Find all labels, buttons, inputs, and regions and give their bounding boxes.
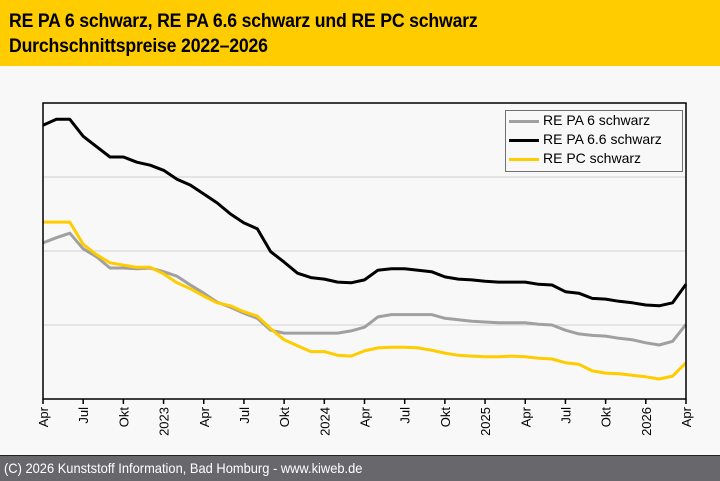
legend: RE PA 6 schwarz RE PA 6.6 schwarz RE PC …	[505, 110, 683, 172]
legend-item-pc: RE PC schwarz	[506, 150, 682, 168]
x-tick-label: Okt	[438, 407, 453, 428]
x-tick-label: Apr	[36, 406, 51, 427]
chart-subtitle: Durchschnittspreise 2022–2026	[9, 36, 268, 57]
x-tick-label: Okt	[277, 407, 292, 428]
x-tick-label: Jul	[237, 407, 252, 424]
chart-header: RE PA 6 schwarz, RE PA 6.6 schwarz und R…	[0, 0, 720, 66]
x-axis: Apr Jul Okt 2023 Apr Jul Okt 2024 Apr Jul Okt 2025 A…	[36, 399, 694, 436]
x-tick-label: Apr	[518, 406, 533, 427]
x-tick-label: Okt	[599, 407, 614, 428]
line-chart: Apr Jul Okt 2023 Apr Jul Okt 2024 Apr Jul Okt 2025 A…	[36, 102, 694, 436]
x-tick-label: Okt	[116, 407, 131, 428]
series-line-pa6	[42, 231, 688, 347]
footer: (C) 2026 Kunststoff Information, Bad Hom…	[0, 455, 720, 481]
legend-item-pa66: RE PA 6.6 schwarz	[506, 131, 682, 149]
x-tick-label: Jul	[398, 407, 413, 424]
legend-label-pa66: RE PA 6.6 schwarz	[543, 131, 662, 147]
x-tick-label: 2024	[317, 407, 332, 436]
legend-swatch-pa6	[509, 120, 539, 123]
legend-swatch-pa66	[509, 139, 539, 142]
gridlines	[43, 176, 686, 326]
series-lines	[42, 117, 688, 381]
series-line-pa66	[42, 117, 688, 308]
x-tick-label: Apr	[358, 406, 373, 427]
x-tick-label: Apr	[679, 406, 694, 427]
legend-label-pc: RE PC schwarz	[543, 150, 642, 166]
legend-swatch-pc	[509, 158, 539, 161]
series-line-pc	[43, 220, 688, 381]
x-tick-label: 2023	[157, 407, 172, 436]
chart-title: RE PA 6 schwarz, RE PA 6.6 schwarz und R…	[9, 11, 478, 32]
x-tick-label: 2026	[639, 407, 654, 436]
x-tick-label: Apr	[197, 406, 212, 427]
legend-item-pa6: RE PA 6 schwarz	[506, 112, 682, 130]
copyright-text: (C) 2026 Kunststoff Information, Bad Hom…	[4, 460, 363, 476]
x-tick-label: 2025	[478, 407, 493, 436]
x-tick-label: Jul	[76, 407, 91, 424]
x-tick-label: Jul	[558, 407, 573, 424]
legend-label-pa6: RE PA 6 schwarz	[543, 112, 651, 128]
